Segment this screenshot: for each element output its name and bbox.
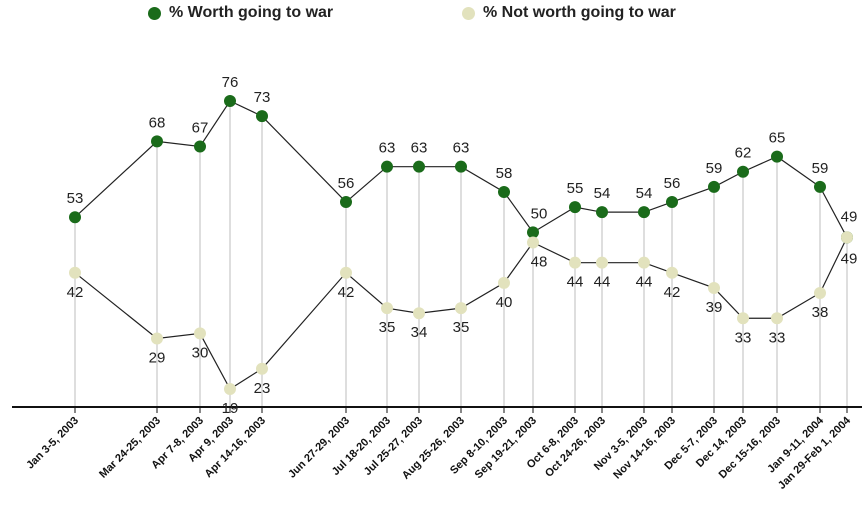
data-label-not-worth: 19 — [222, 400, 239, 417]
data-point-not-worth — [569, 256, 581, 269]
data-point-worth — [151, 135, 163, 148]
data-label-not-worth: 44 — [594, 274, 611, 291]
data-point-not-worth — [224, 383, 236, 395]
data-label-not-worth: 30 — [192, 344, 209, 361]
data-point-not-worth — [527, 236, 539, 249]
data-label-worth: 62 — [735, 145, 752, 162]
legend-label-worth: % Worth going to war — [169, 4, 334, 21]
data-label-not-worth: 49 — [841, 250, 858, 267]
data-point-not-worth — [455, 302, 467, 315]
data-point-not-worth — [596, 256, 608, 269]
data-point-not-worth — [151, 332, 163, 345]
data-label-not-worth: 35 — [453, 319, 470, 336]
data-point-worth — [340, 196, 352, 209]
data-point-worth — [224, 95, 236, 107]
data-point-worth — [381, 160, 393, 173]
data-point-worth — [498, 185, 510, 198]
data-point-not-worth — [814, 287, 826, 299]
data-label-not-worth: 39 — [706, 299, 723, 316]
data-point-worth — [527, 226, 539, 239]
data-label-not-worth: 42 — [67, 284, 84, 301]
data-point-worth — [638, 206, 650, 219]
data-label-worth: 65 — [769, 130, 786, 147]
data-point-worth — [596, 206, 608, 219]
data-label-worth: 73 — [254, 89, 271, 106]
data-label-not-worth: 33 — [735, 329, 752, 346]
data-label-not-worth: 23 — [254, 380, 271, 397]
legend-item-not-worth: % Not worth going to war — [462, 4, 676, 22]
data-point-not-worth — [69, 266, 81, 279]
data-point-not-worth — [381, 302, 393, 315]
legend-marker-worth — [148, 6, 161, 20]
data-label-worth: 68 — [149, 114, 166, 131]
data-label-worth: 49 — [841, 208, 858, 225]
data-point-not-worth — [340, 266, 352, 279]
x-tick-label: Apr 14-16, 2003 — [203, 415, 269, 481]
data-label-worth: 59 — [812, 160, 829, 177]
data-label-worth: 67 — [192, 119, 209, 136]
series-line-not-worth — [74, 237, 848, 390]
data-label-not-worth: 44 — [567, 274, 584, 291]
data-point-worth — [771, 150, 783, 163]
data-label-not-worth: 44 — [636, 274, 653, 291]
data-label-not-worth: 40 — [496, 294, 513, 311]
data-point-not-worth — [666, 266, 678, 279]
data-point-not-worth — [256, 362, 268, 375]
data-label-worth: 63 — [379, 140, 396, 157]
data-point-not-worth — [498, 276, 510, 289]
data-label-not-worth: 42 — [338, 284, 355, 301]
data-label-not-worth: 42 — [664, 284, 681, 301]
data-label-worth: 59 — [706, 160, 723, 177]
data-label-not-worth: 33 — [769, 329, 786, 346]
data-point-not-worth — [194, 327, 206, 340]
data-point-worth — [708, 180, 720, 193]
data-point-worth — [256, 110, 268, 123]
data-label-not-worth: 38 — [812, 304, 829, 321]
data-label-worth: 50 — [531, 205, 548, 222]
data-label-worth: 55 — [567, 180, 584, 197]
data-point-worth — [194, 140, 206, 153]
data-label-not-worth: 34 — [411, 324, 428, 341]
data-point-worth — [413, 160, 425, 173]
x-tick-label: Jan 3-5, 2003 — [24, 415, 81, 472]
data-label-not-worth: 48 — [531, 253, 548, 270]
data-point-worth — [69, 211, 81, 224]
data-point-worth — [455, 160, 467, 173]
x-tick-label: Mar 24-25, 2003 — [97, 415, 163, 481]
data-label-worth: 76 — [222, 74, 239, 91]
data-point-not-worth — [771, 312, 783, 325]
data-point-not-worth — [737, 312, 749, 325]
data-label-not-worth: 35 — [379, 319, 396, 336]
legend-marker-not-worth — [462, 6, 475, 20]
data-label-worth: 63 — [411, 140, 428, 157]
data-point-not-worth — [413, 307, 425, 320]
data-point-worth — [737, 165, 749, 178]
data-label-worth: 56 — [664, 175, 681, 192]
data-point-not-worth — [841, 231, 853, 244]
data-label-worth: 63 — [453, 140, 470, 157]
data-label-worth: 54 — [636, 185, 653, 202]
data-point-worth — [569, 201, 581, 214]
legend-label-not-worth: % Not worth going to war — [483, 4, 676, 21]
data-label-not-worth: 29 — [149, 349, 166, 366]
data-point-worth — [666, 196, 678, 209]
data-label-worth: 58 — [496, 165, 513, 182]
data-label-worth: 56 — [338, 175, 355, 192]
data-label-worth: 53 — [67, 190, 84, 207]
legend-item-worth: % Worth going to war — [148, 4, 333, 22]
chart-legend: % Worth going to war % Not worth going t… — [0, 4, 866, 30]
data-label-worth: 54 — [594, 185, 611, 202]
data-point-worth — [814, 180, 826, 193]
data-point-not-worth — [708, 281, 720, 294]
data-point-not-worth — [638, 256, 650, 269]
